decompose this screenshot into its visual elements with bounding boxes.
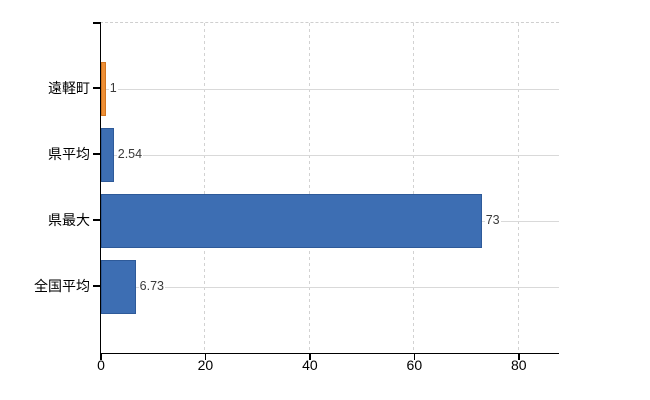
x-axis-tick-label: 20: [197, 357, 214, 373]
y-axis-tick: [93, 153, 101, 155]
horizontal-gridline: [100, 286, 559, 288]
x-axis-tick: [413, 353, 416, 360]
bar-value-label: 2.54: [116, 147, 144, 162]
vertical-gridline: [204, 23, 206, 353]
horizontal-gridline: [100, 88, 559, 90]
x-axis-tick: [204, 353, 207, 360]
vertical-gridline: [413, 23, 415, 353]
x-axis-tick-label: 0: [97, 357, 105, 373]
bar: [100, 260, 136, 314]
vertical-gridline: [517, 23, 519, 353]
x-axis-tick: [518, 353, 520, 360]
y-axis-tick: [93, 87, 101, 89]
vertical-gridline: [308, 23, 310, 353]
y-axis-tick: [93, 285, 101, 287]
y-axis-tick: [93, 22, 101, 24]
y-axis-tick: [93, 219, 101, 221]
bar-value-label: 6.73: [138, 279, 165, 294]
x-axis-tick-label: 80: [510, 357, 527, 373]
bar: [100, 62, 106, 116]
x-axis-tick: [100, 353, 102, 360]
horizontal-gridline: [100, 154, 559, 156]
bar: [100, 128, 114, 182]
x-axis-tick: [309, 353, 311, 360]
category-label: 県平均: [48, 146, 90, 162]
x-axis-tick-label: 60: [406, 357, 423, 373]
plot-area: 1 2.54 73 6.73: [99, 22, 559, 354]
bar: [100, 194, 482, 248]
category-label: 遠軽町: [48, 80, 90, 96]
category-label: 全国平均: [34, 278, 90, 294]
category-label: 県最大: [48, 212, 90, 228]
bar-value-label: 1: [108, 81, 118, 96]
x-axis-tick-label: 40: [302, 357, 318, 373]
bar-value-label: 73: [484, 213, 501, 228]
